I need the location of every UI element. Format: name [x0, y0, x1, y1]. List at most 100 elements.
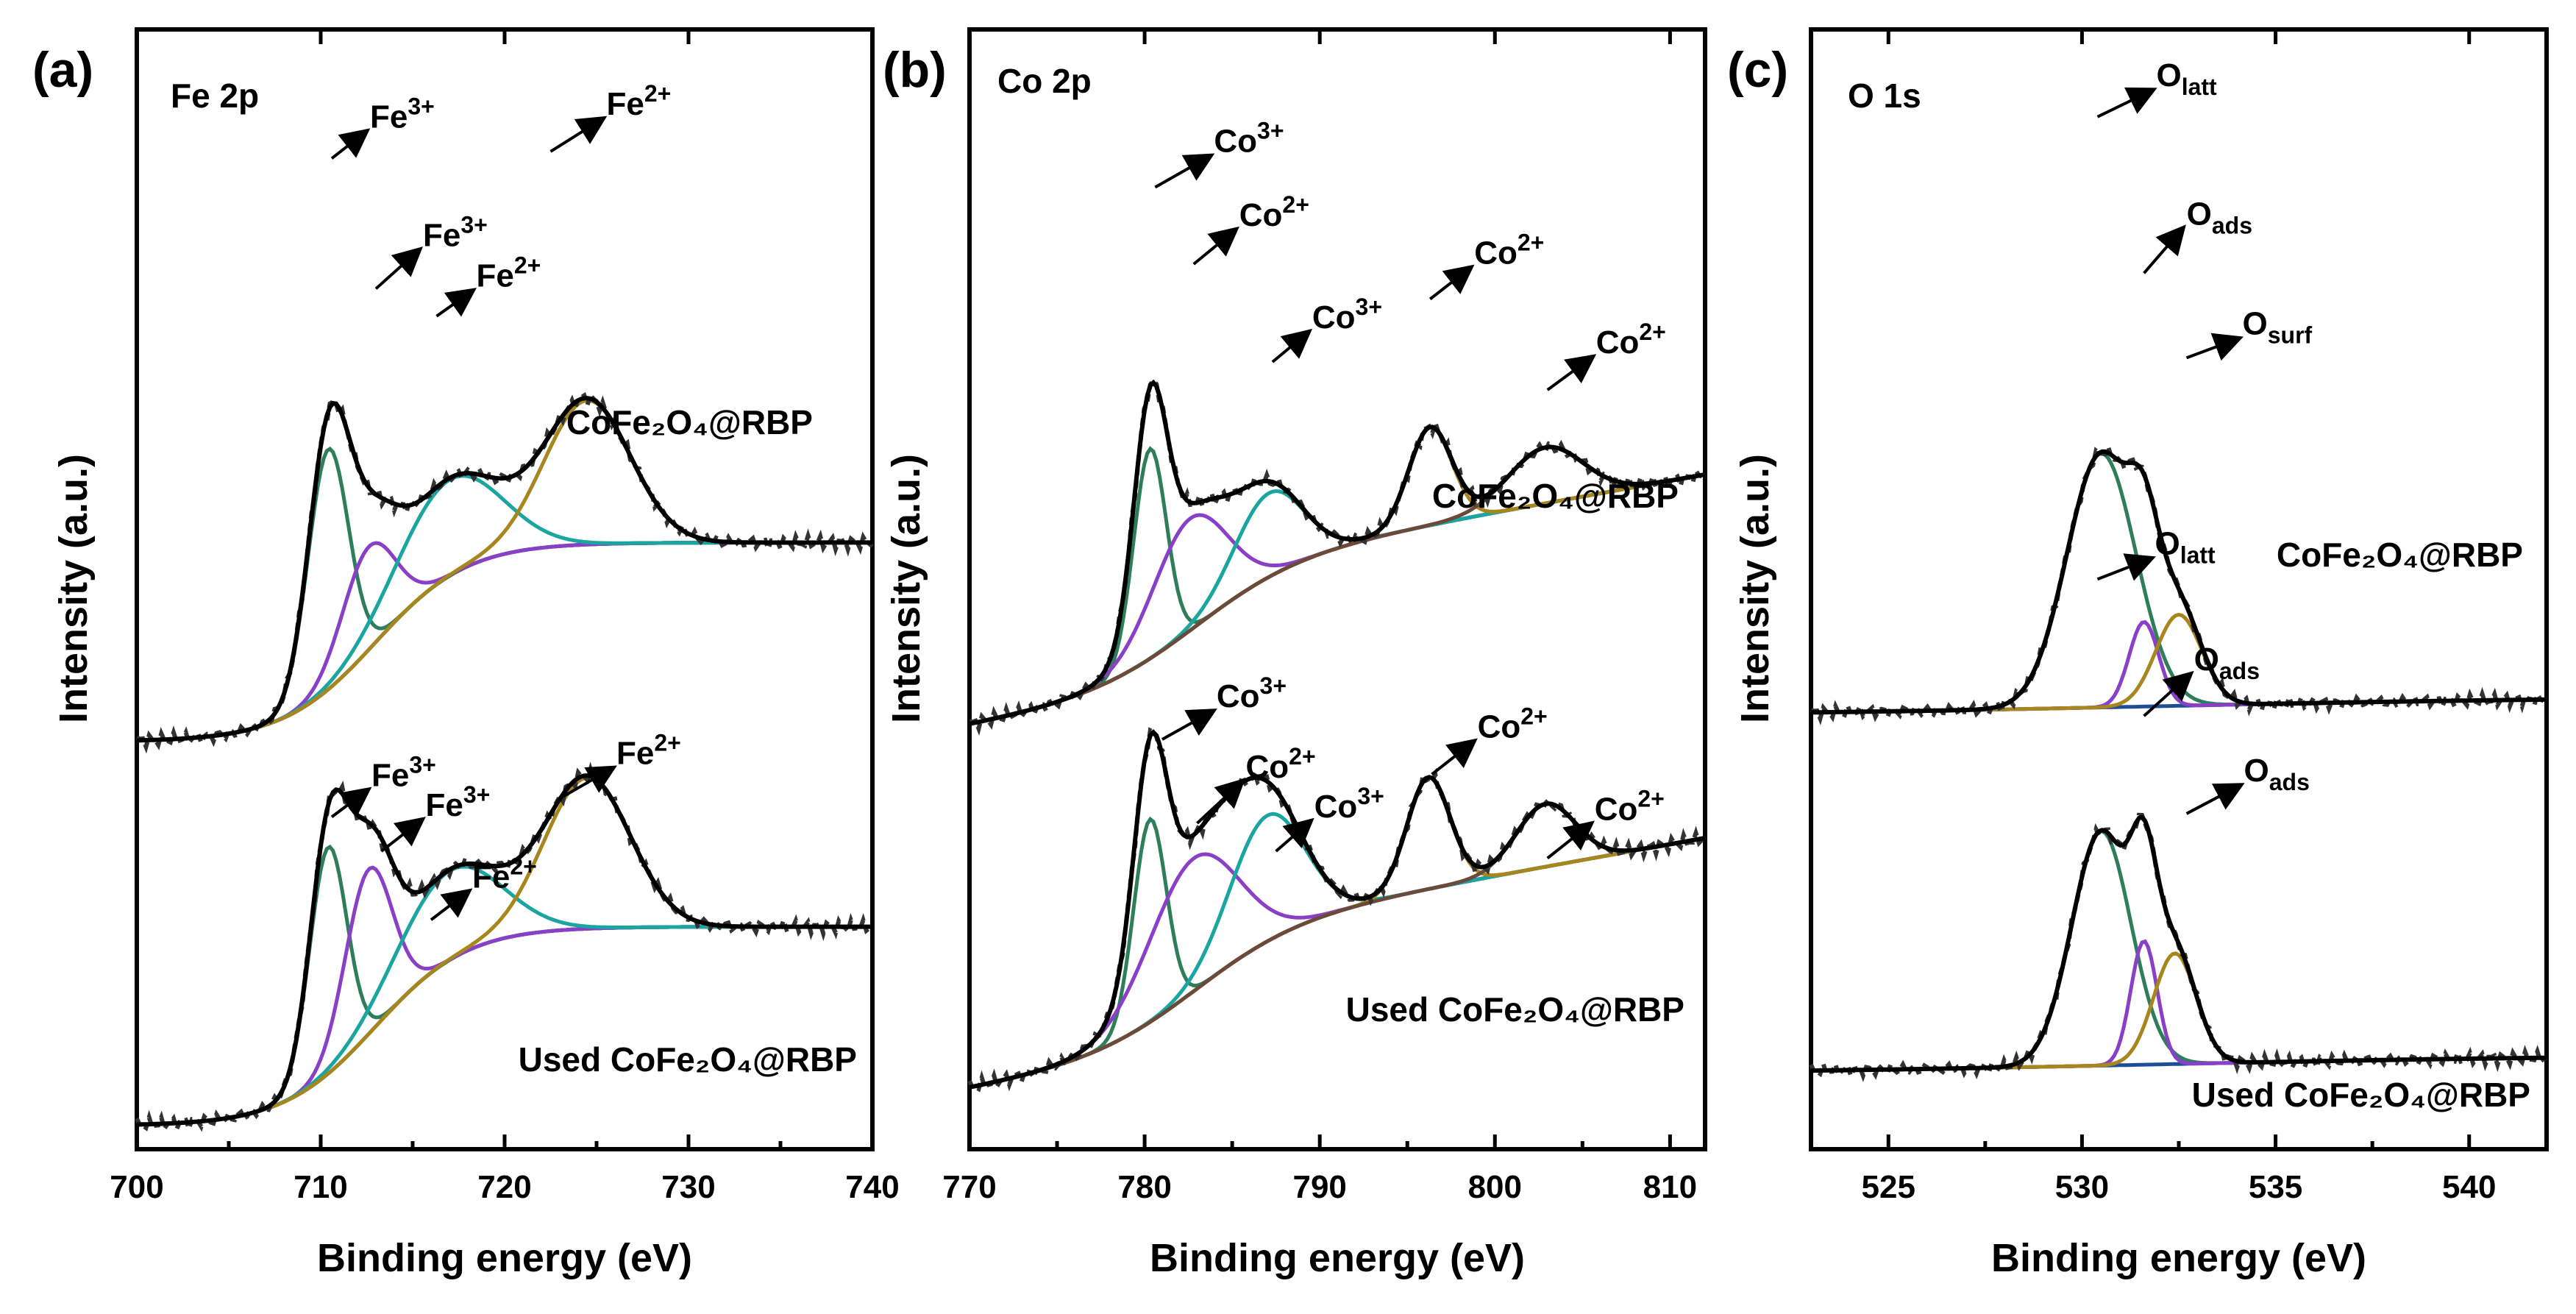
x-tick-label: 700 [110, 1169, 163, 1205]
annotation-arrow [2143, 224, 2186, 274]
component-fe2plus [136, 474, 872, 742]
component-fe2plus [136, 398, 872, 742]
peak-annotation: Fe3+ [330, 751, 436, 819]
peak-label: Co3+ [1312, 294, 1382, 335]
x-tick-label: 810 [1643, 1169, 1697, 1205]
spectrum-fresh: CoFe₂O₄@RBP [135, 390, 875, 754]
plot-frame [967, 27, 1707, 1151]
annotation-arrow [2185, 333, 2244, 361]
x-tick-label: 730 [661, 1169, 715, 1205]
peak-label: Fe2+ [616, 729, 681, 771]
peak-label: Fe3+ [370, 93, 435, 135]
annotation-arrow [330, 128, 371, 160]
plot-frame [135, 27, 875, 1151]
peak-annotation: Oads [2185, 753, 2310, 815]
panel-title: Fe 2p [171, 77, 259, 115]
sample-label: CoFe₂O₄@RBP [566, 403, 813, 441]
x-tick-label: 710 [293, 1169, 347, 1205]
x-tick-label: 740 [845, 1169, 899, 1205]
peak-label: Co2+ [1595, 786, 1665, 828]
peak-annotation: Osurf [2185, 305, 2313, 361]
annotation-arrow [1275, 817, 1314, 853]
peak-annotation: Co2+ [1196, 743, 1316, 825]
peak-label: Fe2+ [607, 80, 672, 122]
annotation-arrow [1192, 226, 1239, 266]
spectrum-fresh: CoFe₂O₄@RBP [1810, 441, 2548, 725]
annotation-arrow [1546, 820, 1595, 860]
peak-label: Oads [2194, 642, 2260, 684]
annotation-arrow [374, 246, 423, 290]
peak-label: Olatt [2156, 57, 2217, 100]
x-tick-label: 720 [477, 1169, 531, 1205]
y-axis-title: Intensity (a.u.) [51, 454, 96, 723]
spectrum-used: Used CoFe₂O₄@RBP [135, 761, 874, 1136]
background-line [136, 540, 872, 742]
x-tick-label: 540 [2442, 1169, 2496, 1205]
x-axis-title: Binding energy (eV) [317, 1236, 692, 1280]
panel-letter: (a) [32, 42, 93, 98]
component-oads [1810, 939, 2547, 1073]
annotation-arrow [1196, 778, 1246, 825]
peak-annotation: Co3+ [1154, 118, 1284, 189]
panel-a-fe2p: 700 710 720 730 740 Binding energy (eV) Intens… [32, 27, 900, 1280]
peak-label: Fe2+ [477, 252, 541, 294]
peak-label: Fe3+ [423, 211, 488, 253]
spectrum-used: Used CoFe₂O₄@RBP [967, 727, 1707, 1093]
peak-label: Co2+ [1239, 191, 1309, 233]
fit-envelope [136, 773, 872, 1127]
peak-annotation: Co3+ [1161, 672, 1287, 741]
panel-title: Co 2p [997, 62, 1092, 100]
peak-label: Olatt [2155, 525, 2216, 568]
component-fe3plus [136, 865, 872, 1126]
peak-label: Co3+ [1217, 672, 1287, 714]
peak-label: Co2+ [1596, 319, 1666, 361]
x-axis-title: Binding energy (eV) [1991, 1236, 2366, 1280]
peak-annotation: Oads [2143, 196, 2252, 274]
fit-envelope [136, 396, 872, 743]
peak-annotation: Co2+ [1192, 191, 1309, 266]
peak-annotation: Fe3+ [374, 211, 488, 290]
fit-envelope [1811, 449, 2547, 715]
peak-label: Fe2+ [472, 853, 537, 895]
peak-label: Oads [2244, 753, 2310, 795]
x-tick-label: 790 [1292, 1169, 1346, 1205]
peak-annotation: Olatt [2096, 57, 2217, 118]
component-oads [1810, 951, 2547, 1073]
peak-annotation: Fe3+ [380, 781, 491, 853]
annotation-arrow [330, 786, 372, 819]
x-tick-label: 780 [1117, 1169, 1171, 1205]
annotation-arrow [1431, 738, 1478, 776]
sample-label: Used CoFe₂O₄@RBP [519, 1040, 857, 1079]
panel-c-o1s: 525 530 535 540 Binding energy (eV) Intensity… [1727, 27, 2549, 1280]
annotation-arrow [2096, 553, 2156, 581]
sample-label: CoFe₂O₄@RBP [2277, 536, 2523, 574]
peak-label: Fe3+ [371, 751, 436, 793]
annotation-arrow [430, 888, 473, 921]
peak-label: Fe3+ [426, 781, 491, 823]
annotation-arrow [549, 116, 608, 153]
sample-label: Used CoFe₂O₄@RBP [2192, 1076, 2530, 1114]
spectrum-fresh: CoFe₂O₄@RBP [969, 377, 1707, 736]
peak-annotation: Oads [2143, 642, 2260, 717]
spectrum-used: Used CoFe₂O₄@RBP [1809, 812, 2548, 1114]
x-tick-label: 525 [1862, 1169, 1915, 1205]
peak-annotation: Fe2+ [435, 252, 541, 318]
peak-annotation: Fe2+ [430, 853, 537, 921]
annotation-arrow [1154, 153, 1215, 189]
experimental-data [135, 761, 874, 1136]
annotation-arrow [2096, 87, 2157, 118]
peak-label: Osurf [2243, 305, 2313, 348]
annotation-arrow [1271, 328, 1313, 363]
peak-annotation: Co3+ [1271, 294, 1382, 363]
peak-annotation: Fe2+ [563, 729, 681, 798]
y-axis-title: Intensity (a.u.) [1733, 454, 1777, 723]
panel-letter: (b) [883, 42, 947, 98]
fit-envelope [1810, 814, 2547, 1073]
component-co3plus [969, 812, 1706, 1090]
annotation-arrow [1428, 264, 1475, 301]
annotation-arrow [1161, 709, 1217, 741]
peak-annotation: Co2+ [1546, 319, 1666, 391]
annotation-arrow [563, 765, 617, 798]
annotation-arrow [380, 817, 426, 853]
